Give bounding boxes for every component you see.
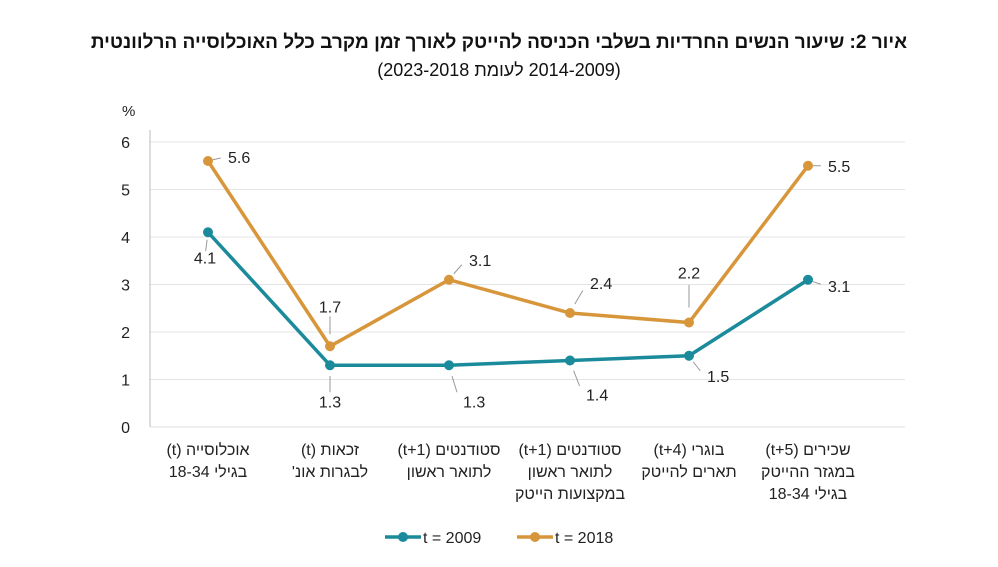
data-point xyxy=(565,355,575,366)
data-label: 1.4 xyxy=(586,388,608,405)
y-axis-label: % xyxy=(122,103,135,120)
x-tick-label: סטודנטים (t+1) xyxy=(518,442,621,459)
data-label: 3.1 xyxy=(828,279,850,296)
data-label: 2.2 xyxy=(678,266,700,283)
data-point xyxy=(684,350,694,361)
data-label: 1.5 xyxy=(707,369,729,386)
x-tick-label: שכירים (t+5) xyxy=(765,442,850,459)
x-tick-label: בגילי 18-34 xyxy=(769,485,848,503)
leader-line xyxy=(812,281,821,285)
data-point xyxy=(325,341,335,352)
legend-marker xyxy=(530,532,540,542)
leader-line xyxy=(574,290,584,305)
leader-line xyxy=(573,370,581,387)
x-tick-label: לבגרות אונ' xyxy=(292,463,368,481)
x-tick-label: במקצועות הייטק xyxy=(515,486,625,503)
y-tick-label: 3 xyxy=(121,278,130,295)
x-tick-label: לתואר ראשון xyxy=(528,463,613,481)
y-tick-label: 2 xyxy=(121,325,130,342)
data-label: 3.1 xyxy=(469,253,491,270)
data-point xyxy=(803,274,813,285)
y-tick-label: 0 xyxy=(121,420,130,437)
x-tick-label: זכאות (t) xyxy=(301,442,359,459)
data-label: 2.4 xyxy=(590,276,612,293)
y-tick-label: 1 xyxy=(121,373,130,390)
data-point xyxy=(203,227,213,238)
leader-line xyxy=(212,157,221,161)
chart-subtitle: (2014-2009 לעומת 2023-2018) xyxy=(377,60,621,80)
leader-line xyxy=(205,239,208,252)
legend-marker xyxy=(398,532,408,542)
x-tick-label: לתואר ראשון xyxy=(407,463,492,481)
leader-line xyxy=(453,264,463,275)
legend-label: t = 2009 xyxy=(423,530,481,547)
leader-line xyxy=(451,375,458,393)
x-tick-label: במגזר ההייטק xyxy=(761,464,855,481)
series-line xyxy=(206,160,810,349)
y-tick-label: 6 xyxy=(121,135,130,152)
data-label: 1.3 xyxy=(463,394,485,411)
data-point xyxy=(803,160,813,171)
data-label: 5.6 xyxy=(228,150,250,167)
data-point xyxy=(444,360,454,371)
data-label: 1.7 xyxy=(319,299,341,316)
data-point xyxy=(684,317,694,328)
y-tick-label: 4 xyxy=(121,230,130,247)
series-line xyxy=(206,231,809,367)
data-label: 1.3 xyxy=(319,394,341,411)
data-point xyxy=(203,156,213,166)
x-tick-label: אוכלוסייה (t) xyxy=(166,441,249,459)
chart-title: איור 2: שיעור הנשים החרדיות בשלבי הכניסה… xyxy=(90,32,908,53)
x-tick-label: בגילי 18-34 xyxy=(169,463,248,481)
y-tick-label: 5 xyxy=(121,183,130,200)
leader-line xyxy=(692,361,701,372)
x-tick-label: סטודנטים (t+1) xyxy=(397,442,500,459)
data-point xyxy=(565,308,575,318)
data-point xyxy=(325,360,335,371)
data-label: 4.1 xyxy=(194,250,216,267)
data-label: 5.5 xyxy=(828,159,850,176)
x-tick-label: בוגרי (t+4) xyxy=(654,442,725,459)
legend-label: t = 2018 xyxy=(555,530,613,547)
data-point xyxy=(444,274,454,285)
x-tick-label: תארים להייטק xyxy=(641,463,736,481)
